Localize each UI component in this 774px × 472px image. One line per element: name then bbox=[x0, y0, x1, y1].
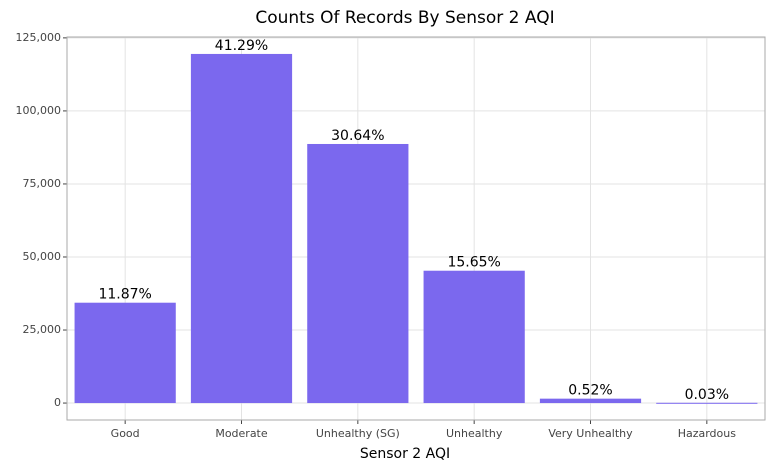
y-tick-label: 50,000 bbox=[23, 250, 62, 263]
bar bbox=[74, 302, 176, 404]
y-tick-label: 25,000 bbox=[23, 323, 62, 336]
y-tick-label: 100,000 bbox=[16, 104, 62, 117]
bar bbox=[190, 53, 293, 404]
x-tick-label: Unhealthy bbox=[446, 427, 503, 440]
x-axis-label: Sensor 2 AQI bbox=[360, 446, 450, 462]
x-tick-label: Unhealthy (SG) bbox=[316, 427, 400, 440]
x-tick-label: Hazardous bbox=[678, 427, 737, 440]
x-tick-label: Moderate bbox=[215, 427, 268, 440]
y-tick-label: 0 bbox=[54, 396, 61, 409]
plot-frame bbox=[66, 36, 766, 421]
y-tick-label: 75,000 bbox=[23, 177, 62, 190]
y-tick-label: 125,000 bbox=[16, 31, 62, 44]
chart-title: Counts Of Records By Sensor 2 AQI bbox=[255, 8, 554, 28]
value-label: 30.64% bbox=[331, 128, 384, 144]
value-label: 0.52% bbox=[568, 383, 612, 399]
x-tick-label: Very Unhealthy bbox=[548, 427, 633, 440]
value-label: 15.65% bbox=[447, 255, 500, 271]
bar bbox=[423, 270, 525, 404]
value-label: 11.87% bbox=[98, 287, 151, 303]
value-label: 0.03% bbox=[685, 387, 729, 403]
bar bbox=[539, 398, 642, 404]
x-tick-label: Good bbox=[111, 427, 140, 440]
value-label: 41.29% bbox=[215, 38, 268, 54]
bar bbox=[656, 402, 758, 404]
bar bbox=[307, 143, 409, 404]
